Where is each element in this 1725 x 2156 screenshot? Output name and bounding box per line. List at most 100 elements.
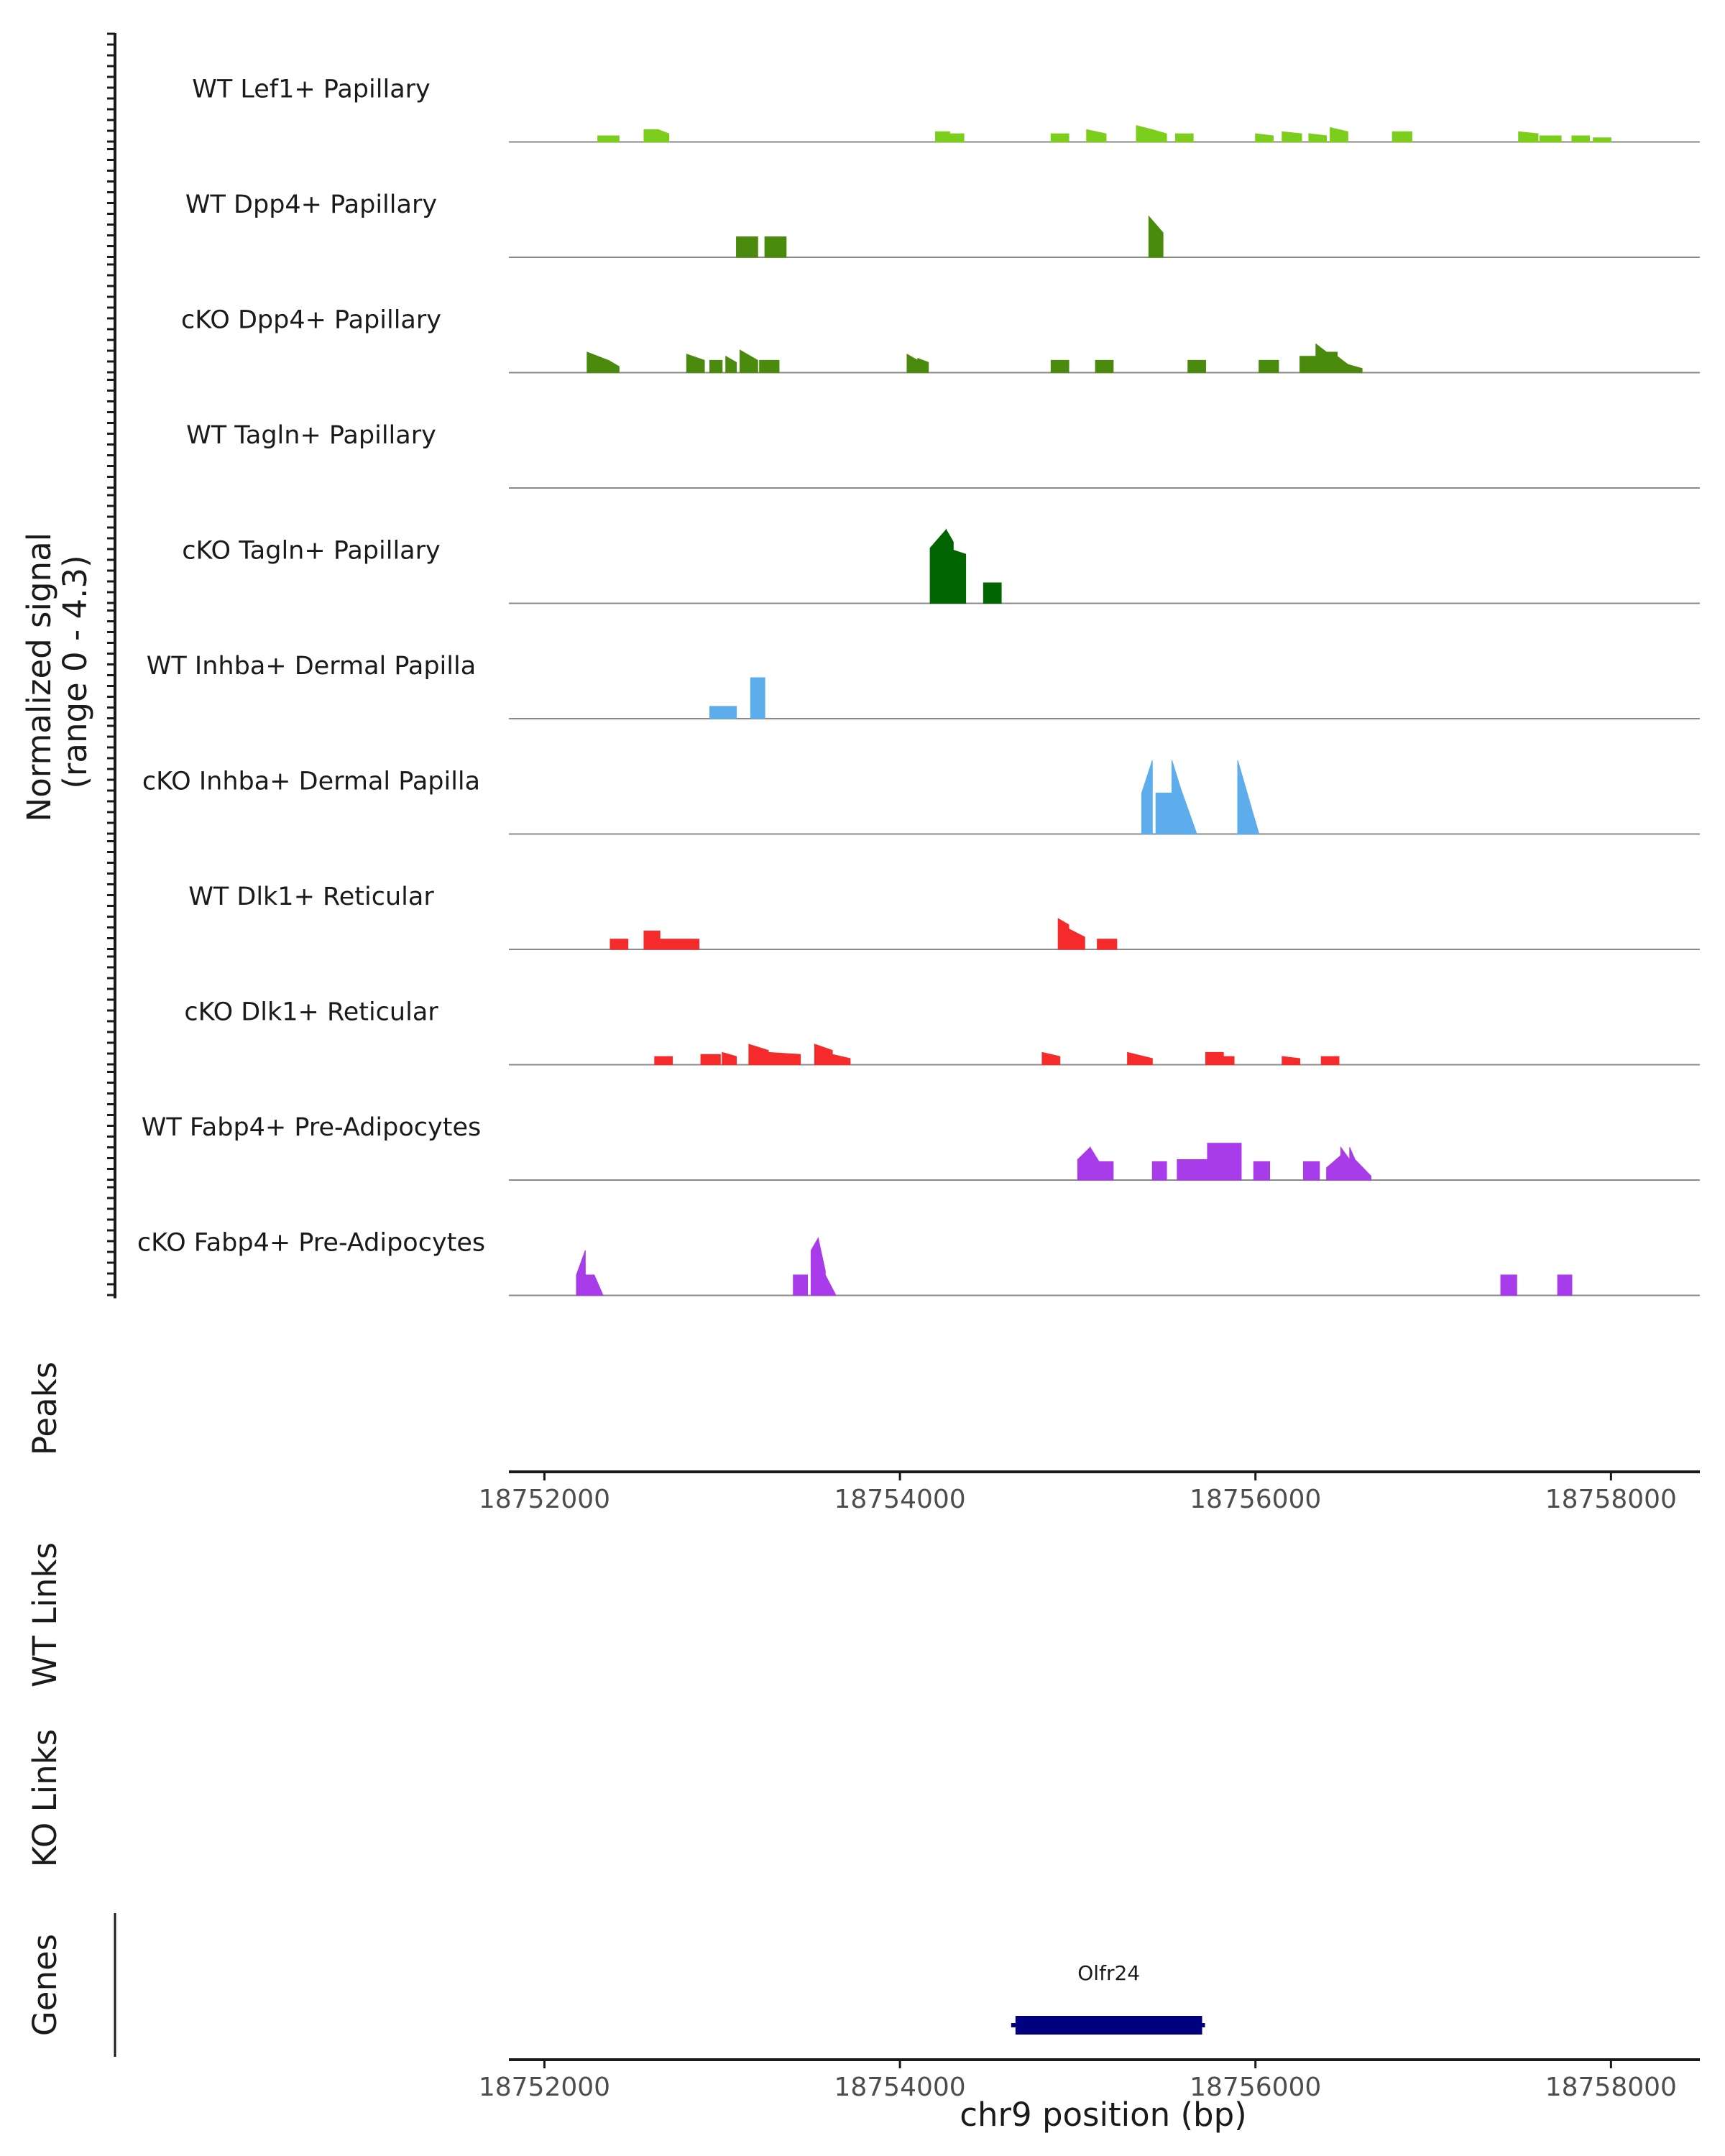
coverage-area	[584, 1274, 595, 1296]
track: WT Lef1+ Papillary	[192, 75, 1700, 143]
coverage-area	[1349, 1147, 1356, 1181]
coverage-area	[793, 1274, 808, 1296]
coverage-area	[1098, 1161, 1114, 1181]
coverage-area	[952, 549, 967, 604]
coverage-area	[686, 354, 705, 373]
coverage-area	[740, 349, 758, 373]
y-axis-title-line1: Normalized signal	[20, 533, 58, 822]
coverage-area	[1050, 359, 1070, 373]
coverage-area	[594, 1274, 604, 1296]
x-tick-label: 18756000	[1190, 1485, 1321, 1514]
x-axis-title: chr9 position (bp)	[960, 2096, 1247, 2134]
track: WT Dlk1+ Reticular	[188, 883, 1700, 950]
coverage-area	[1155, 793, 1172, 834]
track-label: cKO Dpp4+ Papillary	[181, 306, 441, 335]
coverage-area	[1500, 1274, 1517, 1296]
coverage-area	[1282, 131, 1302, 142]
coverage-area	[1392, 131, 1412, 142]
coverage-area	[764, 236, 787, 258]
coverage-area	[759, 359, 780, 373]
coverage-area	[1340, 1146, 1351, 1181]
coverage-area	[929, 528, 947, 604]
coverage-area	[1255, 133, 1274, 142]
track-label: WT Inhba+ Dermal Papilla	[147, 652, 476, 681]
coverage-area	[1347, 364, 1363, 373]
ko-links-panel-title: KO Links	[26, 1729, 64, 1867]
coverage-area	[1354, 1158, 1371, 1181]
coverage-area	[1330, 126, 1348, 142]
track: cKO Tagln+ Papillary	[182, 528, 1700, 604]
coverage-area	[1095, 359, 1114, 373]
coverage-area	[1180, 788, 1197, 834]
coverage-area	[1315, 343, 1328, 373]
coverage-area	[607, 359, 620, 373]
wt-links-panel-title: WT Links	[26, 1542, 64, 1687]
gene-label: Olfr24	[1077, 1961, 1140, 1985]
coverage-area	[1223, 1056, 1235, 1065]
coverage-area	[1253, 1161, 1270, 1181]
track-label: cKO Fabp4+ Pre-Adipocytes	[137, 1229, 485, 1258]
y-axis-title-line2: (range 0 - 4.3)	[56, 555, 94, 788]
coverage-area	[906, 353, 919, 373]
coverage-area	[722, 1051, 737, 1065]
y-axis-title: Normalized signal (range 0 - 4.3)	[20, 522, 94, 822]
coverage-area	[1326, 351, 1338, 373]
coverage-area	[1237, 760, 1260, 834]
coverage-area	[1136, 125, 1153, 142]
x-tick-label: 18752000	[479, 1485, 610, 1514]
track: cKO Fabp4+ Pre-Adipocytes	[137, 1229, 1700, 1296]
track: WT Fabp4+ Pre-Adipocytes	[142, 1113, 1700, 1181]
gene-annotations: Olfr24	[1011, 1961, 1205, 2035]
track: WT Inhba+ Dermal Papilla	[147, 652, 1700, 719]
coverage-area	[1300, 356, 1317, 373]
coverage-area	[768, 1051, 801, 1065]
coverage-area	[597, 135, 620, 142]
coverage-area	[814, 1044, 833, 1065]
track: cKO Inhba+ Dermal Papilla	[142, 760, 1700, 835]
track: WT Tagln+ Papillary	[186, 421, 1700, 489]
coverage-area	[610, 939, 629, 950]
coverage-area	[1302, 1161, 1320, 1181]
coverage-area	[654, 1056, 673, 1065]
coverage-area	[1141, 760, 1153, 834]
coverage-area	[1308, 133, 1328, 142]
coverage-area	[736, 236, 758, 258]
coverage-area	[1207, 1143, 1242, 1181]
coverage-area	[1041, 1051, 1061, 1065]
coverage-area	[949, 133, 965, 142]
track: cKO Dpp4+ Papillary	[181, 306, 1700, 374]
track: cKO Dlk1+ Reticular	[184, 998, 1700, 1066]
coverage-area	[643, 930, 661, 950]
track-label: WT Dpp4+ Papillary	[185, 190, 437, 219]
coverage-area	[817, 1238, 826, 1296]
coverage-area	[1557, 1274, 1573, 1296]
coverage-area	[1518, 131, 1539, 142]
coverage-area	[1539, 135, 1562, 142]
x-tick-label: 18758000	[1545, 1485, 1677, 1514]
coverage-area	[824, 1274, 837, 1296]
coverage-area	[709, 359, 723, 373]
coverage-area	[1127, 1051, 1153, 1065]
coverage-area	[1187, 359, 1206, 373]
track-label: WT Lef1+ Papillary	[192, 75, 431, 104]
coverage-area	[1057, 918, 1070, 950]
coverage-area	[810, 1236, 819, 1296]
coverage-area	[643, 129, 659, 142]
track: WT Dpp4+ Papillary	[185, 190, 1700, 258]
x-tick-label: 18758000	[1545, 2073, 1677, 2102]
coverage-area	[1336, 355, 1348, 373]
x-tick-label: 18754000	[834, 2073, 965, 2102]
coverage-area	[1151, 129, 1167, 142]
coverage-area	[748, 1044, 769, 1065]
coverage-area	[1050, 133, 1070, 142]
coverage-area	[917, 357, 929, 373]
coverage-area	[700, 1054, 721, 1065]
coverage-area	[1326, 1154, 1341, 1181]
coverage-area	[576, 1250, 586, 1296]
track-label: cKO Inhba+ Dermal Papilla	[142, 768, 480, 796]
coverage-area	[725, 355, 737, 373]
x-axis-peaks: 18752000 18754000 18756000 18758000	[479, 1470, 1700, 1514]
coverage-area	[586, 351, 609, 373]
x-axis-genes: 18752000 18754000 18756000 18758000	[479, 2058, 1700, 2102]
coverage-area	[983, 582, 1002, 604]
